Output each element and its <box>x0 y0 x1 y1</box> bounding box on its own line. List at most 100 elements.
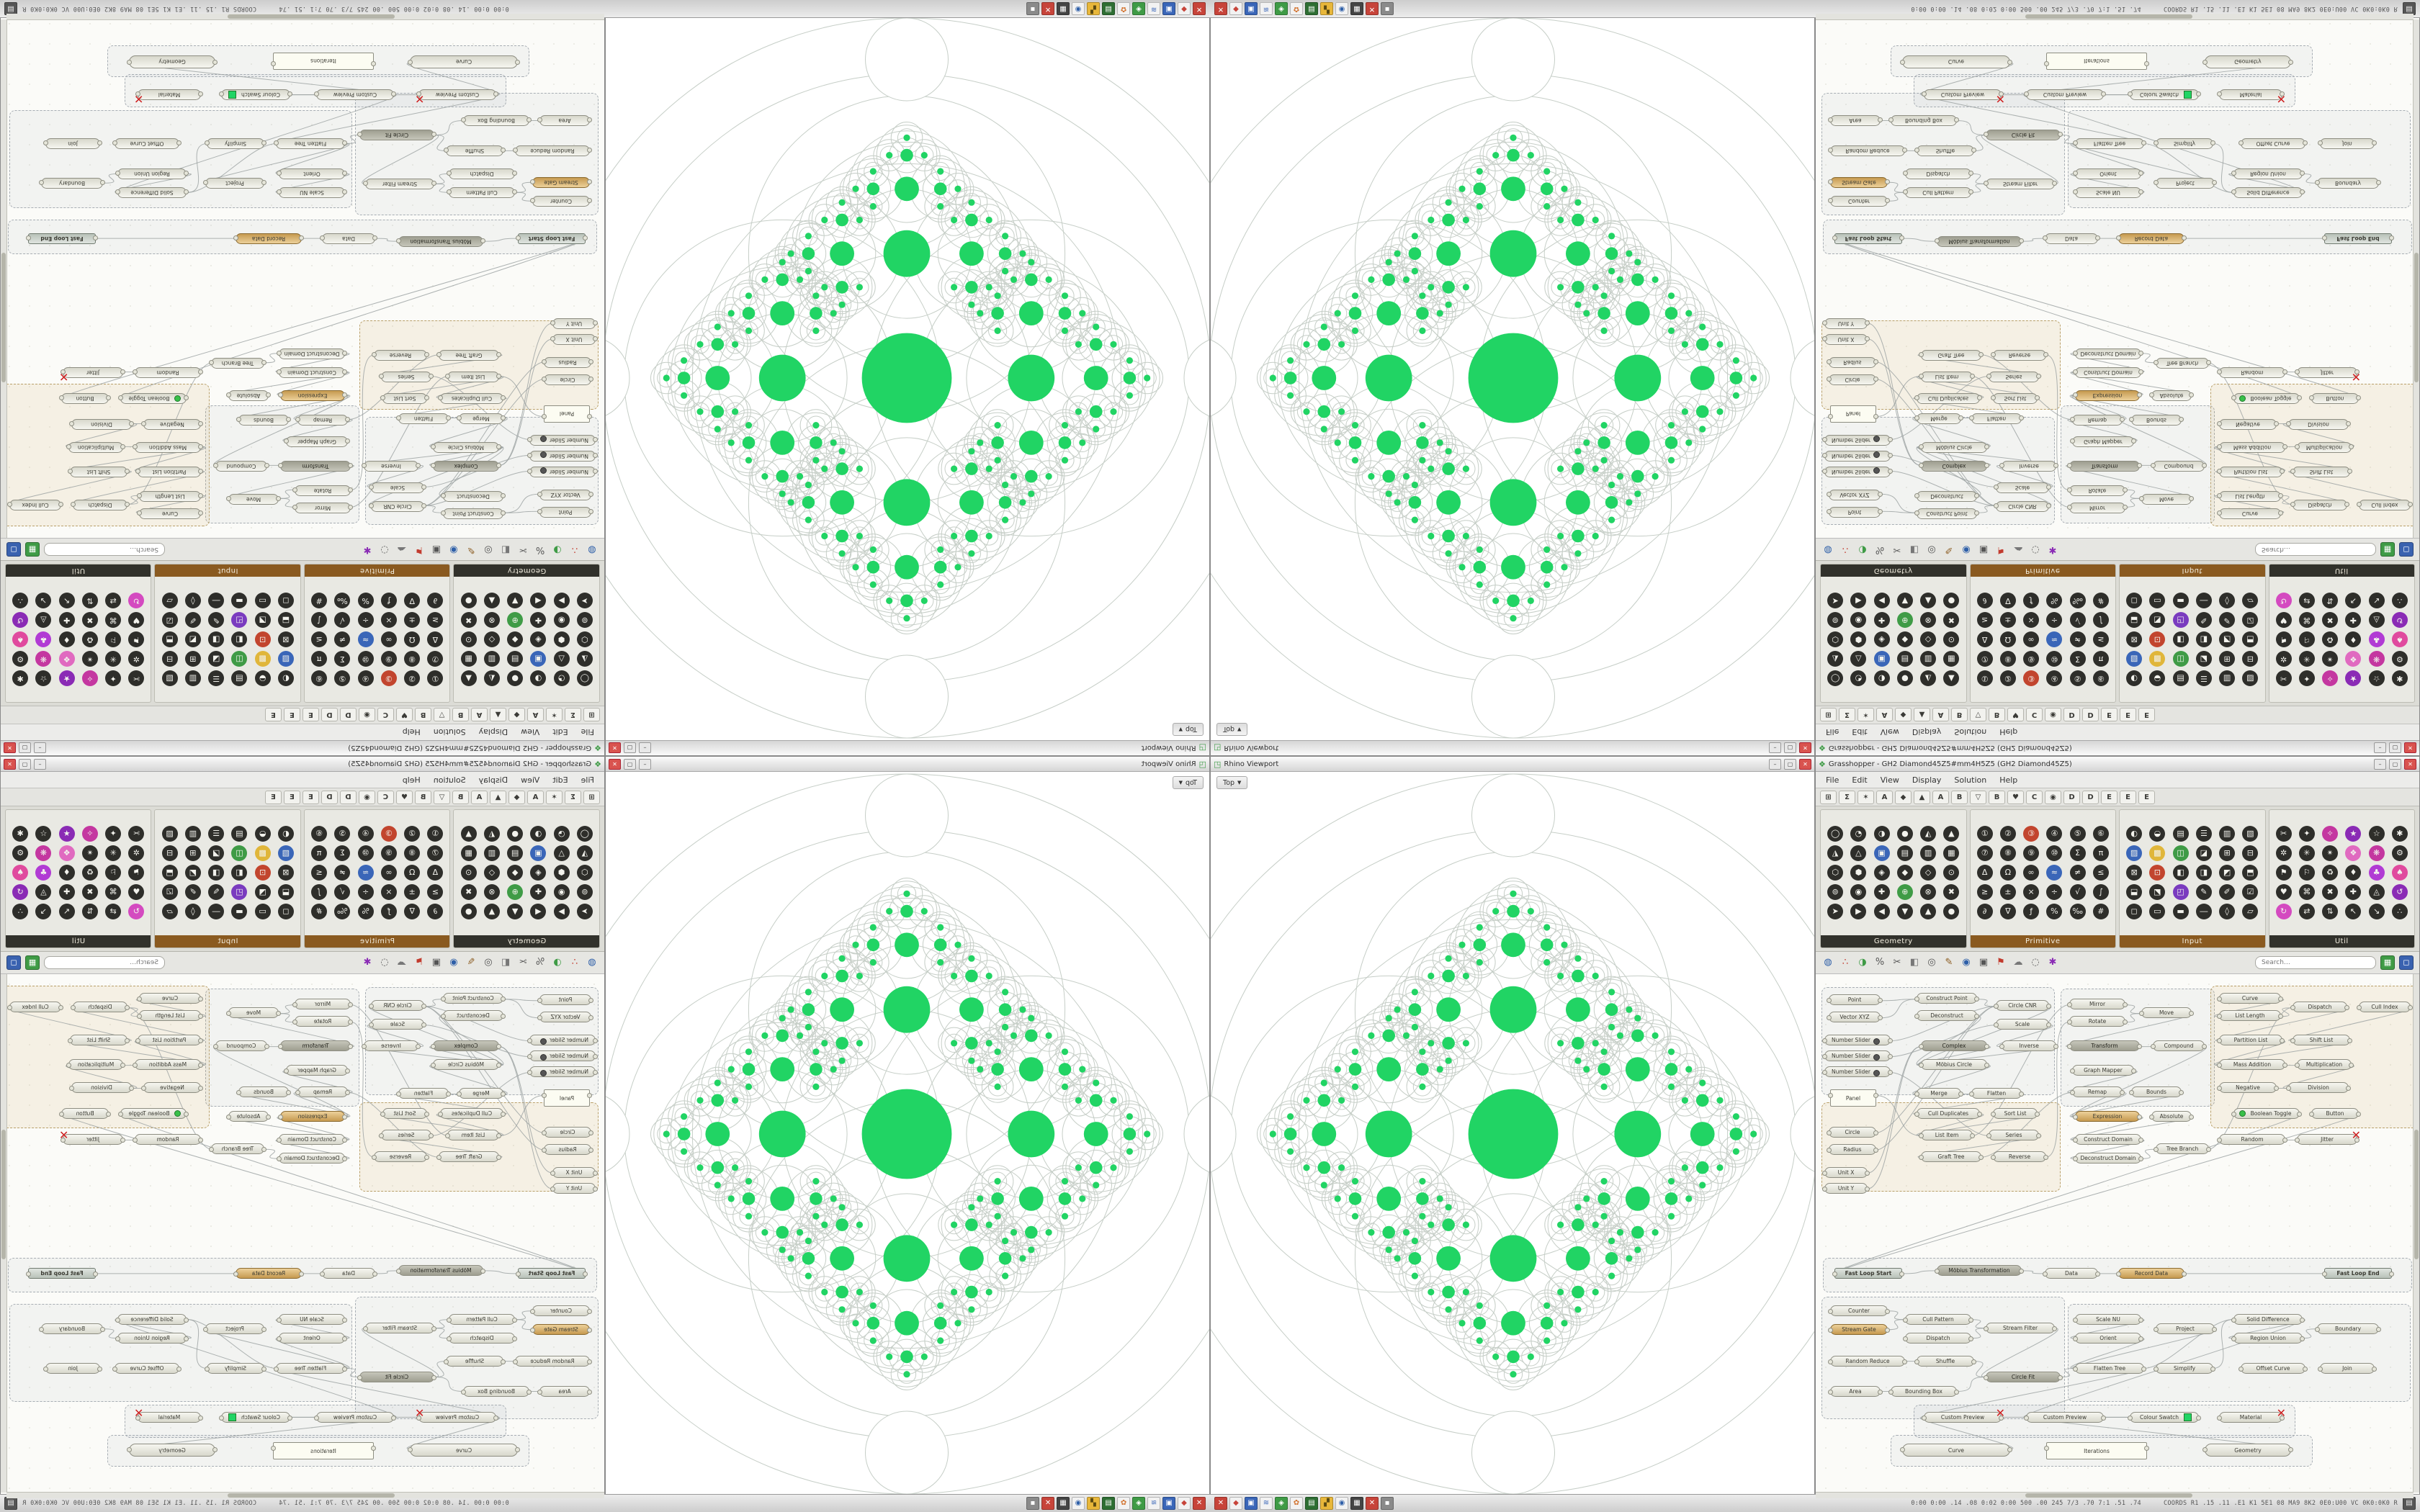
tray-icon[interactable]: ▤ <box>4 1497 17 1510</box>
palette-group-header-util[interactable]: Util <box>6 935 151 948</box>
component-icon-util-25[interactable]: ⇄ <box>105 593 122 608</box>
component-icon-input-2[interactable]: ▤ <box>2172 826 2189 842</box>
node-iterations[interactable]: Iterations <box>273 53 374 70</box>
component-icon-input-24[interactable]: ◻ <box>277 904 294 919</box>
component-icon-geometry-22[interactable]: ⊗ <box>483 612 500 628</box>
toolbar-icon-8[interactable]: ◉ <box>1962 957 1971 968</box>
horizontal-scrollbar[interactable] <box>6 1492 604 1498</box>
node-shift-list[interactable]: Shift List <box>70 1035 127 1045</box>
component-icon-primitive-10[interactable]: Σ <box>334 651 351 667</box>
node-negative[interactable]: Negative <box>2219 419 2277 430</box>
component-icon-geometry-20[interactable]: ✚ <box>530 612 547 628</box>
taskbar-icon-11[interactable]: ▪ <box>1026 1497 1039 1510</box>
component-icon-primitive-21[interactable]: ÷ <box>357 884 374 900</box>
component-icon-primitive-12[interactable]: Δ <box>427 631 444 647</box>
node-cull-duplicates[interactable]: Cull Duplicates <box>1914 1108 1982 1119</box>
component-icon-geometry-26[interactable]: ◀ <box>1873 593 1890 608</box>
node-number-slider[interactable]: Number Slider <box>1824 451 1891 462</box>
component-icon-primitive-16[interactable]: ≠ <box>2069 631 2086 647</box>
component-icon-input-21[interactable]: ✎ <box>208 884 225 900</box>
node-number-slider[interactable]: Number Slider <box>529 1050 596 1061</box>
component-icon-primitive-26[interactable]: ƒ <box>2023 593 2040 608</box>
component-icon-primitive-0[interactable]: ① <box>427 826 444 842</box>
component-icon-util-8[interactable]: ✴ <box>2322 651 2339 667</box>
component-tab-0[interactable]: ⊞ <box>583 790 600 804</box>
toolbar-icon-5[interactable]: ◧ <box>501 544 511 555</box>
taskbar-icon-9[interactable]: ▦ <box>1350 2 1363 15</box>
component-icon-util-8[interactable]: ✴ <box>81 845 98 861</box>
menu-item-view[interactable]: View <box>521 727 540 737</box>
node-colour-swatch[interactable]: Colour Swatch <box>221 89 290 100</box>
component-icon-geometry-14[interactable]: ◈ <box>1873 865 1890 881</box>
node-graph-mapper[interactable]: Graph Mapper <box>286 436 348 447</box>
node-circle-cnr[interactable]: Circle CNR <box>1996 501 2049 512</box>
node-stream-gate[interactable]: Stream Gate <box>1830 177 1888 188</box>
menu-item-solution[interactable]: Solution <box>433 727 466 737</box>
menu-item-display[interactable]: Display <box>478 727 508 737</box>
node-circle-fit[interactable]: Circle Fit <box>1984 1372 2063 1382</box>
component-tab-4[interactable]: ◆ <box>1895 708 1912 722</box>
component-tab-17[interactable]: E <box>265 790 282 804</box>
component-icon-primitive-20[interactable]: × <box>380 612 397 628</box>
component-tab-6[interactable]: A <box>1932 790 1949 804</box>
node-cull-duplicates[interactable]: Cull Duplicates <box>1917 393 1980 404</box>
component-icon-geometry-21[interactable]: ⊕ <box>507 612 524 628</box>
scrollbar-thumb[interactable] <box>2025 14 2192 19</box>
node-curve[interactable]: Curve <box>1902 55 2010 68</box>
component-icon-geometry-17[interactable]: ⊙ <box>460 865 477 881</box>
component-icon-geometry-18[interactable]: ⊚ <box>576 612 593 628</box>
node-panel[interactable]: Panel <box>544 1089 590 1107</box>
node-custom-preview[interactable]: Custom Preview ✕ <box>415 1406 496 1423</box>
node-stream-filter[interactable]: Stream Filter <box>1986 179 2055 189</box>
component-icon-geometry-19[interactable]: ◉ <box>553 612 570 628</box>
viewport-titlebar[interactable]: ◳ Rhino Viewport – ▢ ✕ <box>1211 740 1814 755</box>
component-icon-input-14[interactable]: ◧ <box>2172 865 2189 881</box>
gh-canvas[interactable]: Point Vector XYZ Number Slider Number Slide… <box>1 974 604 1498</box>
toolbar-icon-7[interactable]: ✎ <box>1945 957 1953 968</box>
canvas-grid-button[interactable]: ◻ <box>2399 542 2414 557</box>
component-icon-geometry-18[interactable]: ⊚ <box>576 884 593 900</box>
node-sort-list[interactable]: Sort List <box>1993 393 2038 404</box>
node-counter[interactable]: Counter <box>532 196 590 207</box>
component-icon-input-17[interactable]: ⬒ <box>2242 631 2259 647</box>
node-mirror[interactable]: Mirror <box>295 503 351 513</box>
minimize-button[interactable]: – <box>34 758 46 770</box>
component-tab-11[interactable]: C <box>2026 708 2043 722</box>
node-scale[interactable]: Scale <box>1994 1019 2051 1030</box>
component-icon-input-7[interactable]: ▩ <box>2149 651 2166 667</box>
component-tab-1[interactable]: Σ <box>565 708 581 722</box>
component-tab-11[interactable]: C <box>2026 790 2043 804</box>
node-reverse[interactable]: Reverse <box>1991 1151 2048 1162</box>
node-m-bius-circle[interactable]: Möbius Circle <box>433 1059 499 1070</box>
toolbar-icon-9[interactable]: ▣ <box>431 957 442 968</box>
node-division[interactable]: Division <box>2288 419 2349 430</box>
component-icon-primitive-23[interactable]: ∫ <box>2092 612 2109 628</box>
component-icon-geometry-12[interactable]: ⬡ <box>576 631 593 647</box>
component-icon-util-0[interactable]: ✂ <box>128 826 145 842</box>
component-icon-primitive-1[interactable]: ② <box>1999 826 2016 842</box>
component-icon-input-27[interactable]: ― <box>208 593 225 608</box>
menu-item-edit[interactable]: Edit <box>552 775 568 785</box>
toolbar-icon-5[interactable]: ◧ <box>1909 957 1919 968</box>
component-icon-geometry-24[interactable]: ➤ <box>1827 904 1844 919</box>
component-icon-primitive-14[interactable]: ∞ <box>380 631 397 647</box>
node-counter[interactable]: Counter <box>1828 1305 1890 1316</box>
node-simplify[interactable]: Simplify <box>207 138 264 149</box>
component-tab-2[interactable]: ✶ <box>1857 708 1874 722</box>
node-unit-x[interactable]: Unit X <box>552 1167 596 1178</box>
taskbar-icon-1[interactable]: ◆ <box>1229 2 1242 15</box>
node-stream-gate[interactable]: Stream Gate <box>1828 1324 1890 1335</box>
component-icon-geometry-2[interactable]: ◑ <box>530 670 547 686</box>
component-tab-5[interactable]: ▲ <box>1914 708 1930 722</box>
component-icon-input-23[interactable]: ☑ <box>2242 612 2259 628</box>
component-icon-util-2[interactable]: ✧ <box>2322 826 2339 842</box>
node-button[interactable]: Button <box>61 1108 109 1119</box>
component-icon-util-4[interactable]: ☆ <box>35 826 52 842</box>
component-icon-input-2[interactable]: ▤ <box>2172 670 2189 686</box>
taskbar-icon-6[interactable]: ▤ <box>1305 1497 1318 1510</box>
node-reverse[interactable]: Reverse <box>1993 350 2046 361</box>
component-icon-primitive-14[interactable]: ∞ <box>2023 865 2040 881</box>
component-tab-8[interactable]: ▽ <box>434 708 450 722</box>
component-icon-primitive-14[interactable]: ∞ <box>2023 631 2040 647</box>
node-geometry[interactable]: Geometry <box>2205 55 2291 68</box>
